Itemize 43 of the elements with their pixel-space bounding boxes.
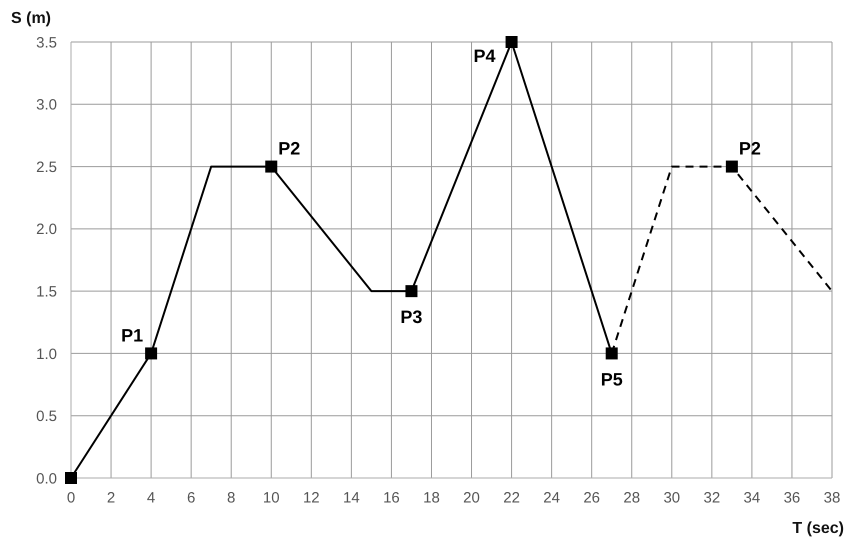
point xyxy=(65,472,77,484)
y-tick-label: 3.5 xyxy=(36,34,57,52)
x-tick-label: 28 xyxy=(623,490,640,507)
x-tick-label: 0 xyxy=(66,490,76,507)
x-tick-label: 38 xyxy=(824,490,840,507)
x-tick-label: 12 xyxy=(302,490,320,507)
x-tick-label: 34 xyxy=(744,490,760,507)
x-tick-label: 10 xyxy=(262,490,280,507)
point xyxy=(506,36,518,48)
annotation: P1 xyxy=(121,325,144,346)
x-tick-label: 8 xyxy=(227,490,236,507)
y-tick-label: 0.5 xyxy=(36,408,57,426)
point xyxy=(145,347,158,360)
x-tick-label: 4 xyxy=(146,490,156,507)
x-tick-label: 30 xyxy=(663,490,680,507)
annotation: P3 xyxy=(400,307,422,328)
x-tick-label: 20 xyxy=(463,490,480,507)
y-axis-title: S (m) xyxy=(11,10,51,28)
point xyxy=(405,285,418,298)
x-tick-label: 24 xyxy=(543,490,560,507)
x-axis-title: T (sec) xyxy=(792,520,844,538)
y-tick-label: 1.0 xyxy=(36,346,57,363)
point xyxy=(606,347,618,360)
x-tick-label: 32 xyxy=(704,490,720,507)
x-tick-label: 2 xyxy=(106,490,116,507)
y-tick-label: 2.0 xyxy=(36,221,57,238)
annotation: P4 xyxy=(474,46,496,66)
point xyxy=(726,160,738,173)
x-tick-label: 26 xyxy=(583,490,600,507)
point xyxy=(265,160,278,173)
y-tick-label: 3.0 xyxy=(36,96,57,114)
y-tick-label: 2.5 xyxy=(36,158,57,176)
x-tick-label: 22 xyxy=(503,490,520,507)
x-tick-label: 6 xyxy=(186,490,196,507)
annotation: P5 xyxy=(600,369,623,390)
x-tick-label: 14 xyxy=(343,490,360,507)
y-tick-label: 1.5 xyxy=(36,283,57,300)
x-tick-label: 16 xyxy=(383,490,400,507)
y-tick-label: 0.0 xyxy=(36,470,57,488)
annotation: P2 xyxy=(738,138,761,159)
x-tick-label: 36 xyxy=(784,490,800,507)
annotation: P2 xyxy=(278,138,300,159)
x-tick-label: 18 xyxy=(423,490,440,507)
